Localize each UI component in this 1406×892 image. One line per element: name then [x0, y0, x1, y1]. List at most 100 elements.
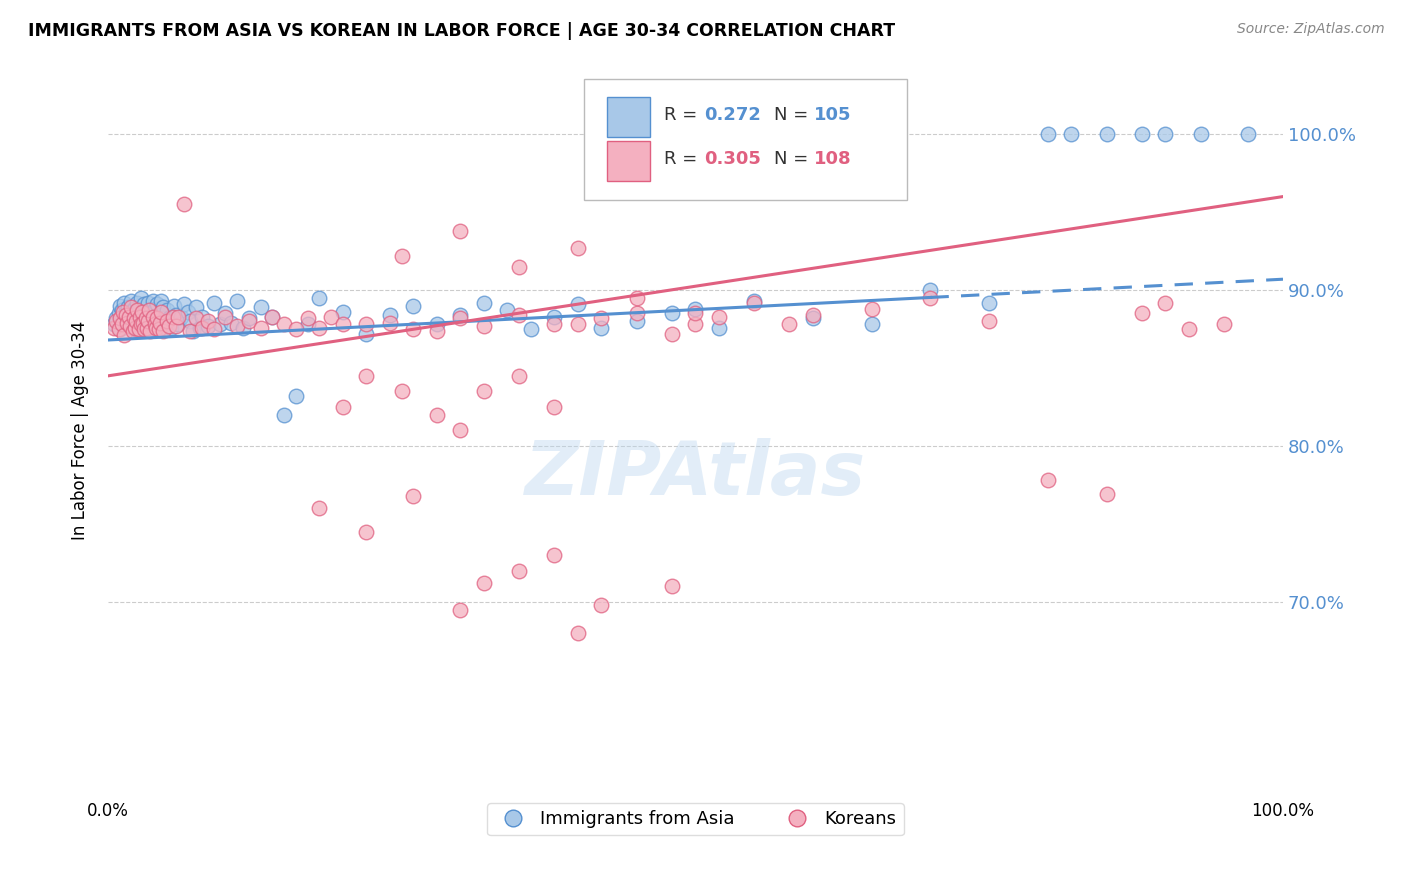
- Point: [122, 311, 145, 326]
- Point: [179, 324, 201, 338]
- Point: [121, 305, 143, 319]
- Point: [135, 306, 157, 320]
- Point: [153, 311, 176, 326]
- Point: [308, 501, 330, 516]
- Point: [108, 322, 131, 336]
- Point: [105, 314, 128, 328]
- Point: [188, 320, 211, 334]
- Point: [591, 598, 613, 612]
- Point: [191, 320, 214, 334]
- Point: [125, 318, 148, 332]
- Point: [117, 300, 139, 314]
- Point: [202, 295, 225, 310]
- Point: [297, 311, 319, 326]
- Point: [356, 524, 378, 539]
- Point: [138, 303, 160, 318]
- Point: [707, 310, 730, 324]
- Point: [143, 318, 166, 332]
- Point: [156, 322, 179, 336]
- Point: [332, 400, 354, 414]
- Point: [496, 303, 519, 318]
- Y-axis label: In Labor Force | Age 30-34: In Labor Force | Age 30-34: [72, 321, 89, 540]
- Point: [173, 197, 195, 211]
- Text: 105: 105: [814, 106, 852, 124]
- Point: [591, 311, 613, 326]
- Point: [152, 324, 174, 338]
- Point: [920, 283, 942, 297]
- Point: [226, 293, 249, 308]
- Point: [145, 320, 167, 334]
- Point: [121, 314, 143, 328]
- Point: [1189, 127, 1212, 141]
- Point: [131, 316, 153, 330]
- Point: [165, 318, 187, 333]
- Point: [146, 311, 169, 326]
- Point: [742, 293, 765, 308]
- Point: [543, 318, 565, 332]
- Point: [801, 308, 824, 322]
- Point: [567, 626, 589, 640]
- Point: [132, 301, 155, 316]
- Point: [184, 300, 207, 314]
- Point: [132, 322, 155, 336]
- Point: [108, 311, 131, 326]
- Point: [173, 297, 195, 311]
- Point: [197, 318, 219, 333]
- Point: [1036, 473, 1059, 487]
- Point: [472, 384, 495, 399]
- Point: [1060, 127, 1083, 141]
- Point: [114, 328, 136, 343]
- Point: [591, 320, 613, 334]
- Point: [508, 368, 530, 383]
- Point: [285, 389, 308, 403]
- Point: [114, 295, 136, 310]
- Point: [135, 311, 157, 326]
- Point: [979, 314, 1001, 328]
- Point: [127, 322, 149, 336]
- Point: [128, 322, 150, 336]
- Point: [508, 260, 530, 274]
- Point: [356, 368, 378, 383]
- Point: [148, 322, 170, 336]
- Point: [107, 322, 129, 336]
- FancyBboxPatch shape: [607, 141, 650, 180]
- Point: [1095, 487, 1118, 501]
- Text: IMMIGRANTS FROM ASIA VS KOREAN IN LABOR FORCE | AGE 30-34 CORRELATION CHART: IMMIGRANTS FROM ASIA VS KOREAN IN LABOR …: [28, 22, 896, 40]
- Point: [127, 303, 149, 318]
- Point: [128, 303, 150, 318]
- Point: [626, 291, 648, 305]
- Point: [139, 324, 162, 338]
- Legend: Immigrants from Asia, Koreans: Immigrants from Asia, Koreans: [488, 803, 904, 836]
- Point: [308, 320, 330, 334]
- Point: [567, 297, 589, 311]
- Point: [779, 318, 801, 332]
- Point: [157, 318, 180, 333]
- Point: [979, 295, 1001, 310]
- Point: [1095, 127, 1118, 141]
- Point: [626, 306, 648, 320]
- Point: [543, 548, 565, 562]
- Point: [262, 310, 284, 324]
- Point: [567, 241, 589, 255]
- Point: [142, 322, 165, 336]
- Point: [115, 308, 138, 322]
- Point: [520, 322, 543, 336]
- Point: [149, 293, 172, 308]
- Point: [103, 318, 125, 332]
- Point: [121, 293, 143, 308]
- Point: [332, 305, 354, 319]
- Point: [543, 310, 565, 324]
- Point: [472, 295, 495, 310]
- Point: [472, 318, 495, 333]
- Point: [1154, 295, 1177, 310]
- Point: [232, 320, 254, 334]
- Point: [127, 295, 149, 310]
- Point: [177, 305, 200, 319]
- Point: [134, 297, 156, 311]
- Text: N =: N =: [775, 151, 814, 169]
- Point: [202, 322, 225, 336]
- Point: [472, 576, 495, 591]
- Point: [115, 316, 138, 330]
- Point: [129, 318, 152, 332]
- Point: [860, 301, 883, 316]
